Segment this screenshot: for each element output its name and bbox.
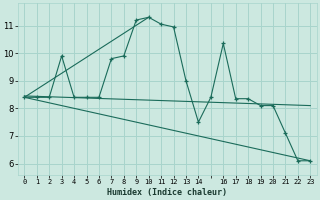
X-axis label: Humidex (Indice chaleur): Humidex (Indice chaleur) (107, 188, 227, 197)
